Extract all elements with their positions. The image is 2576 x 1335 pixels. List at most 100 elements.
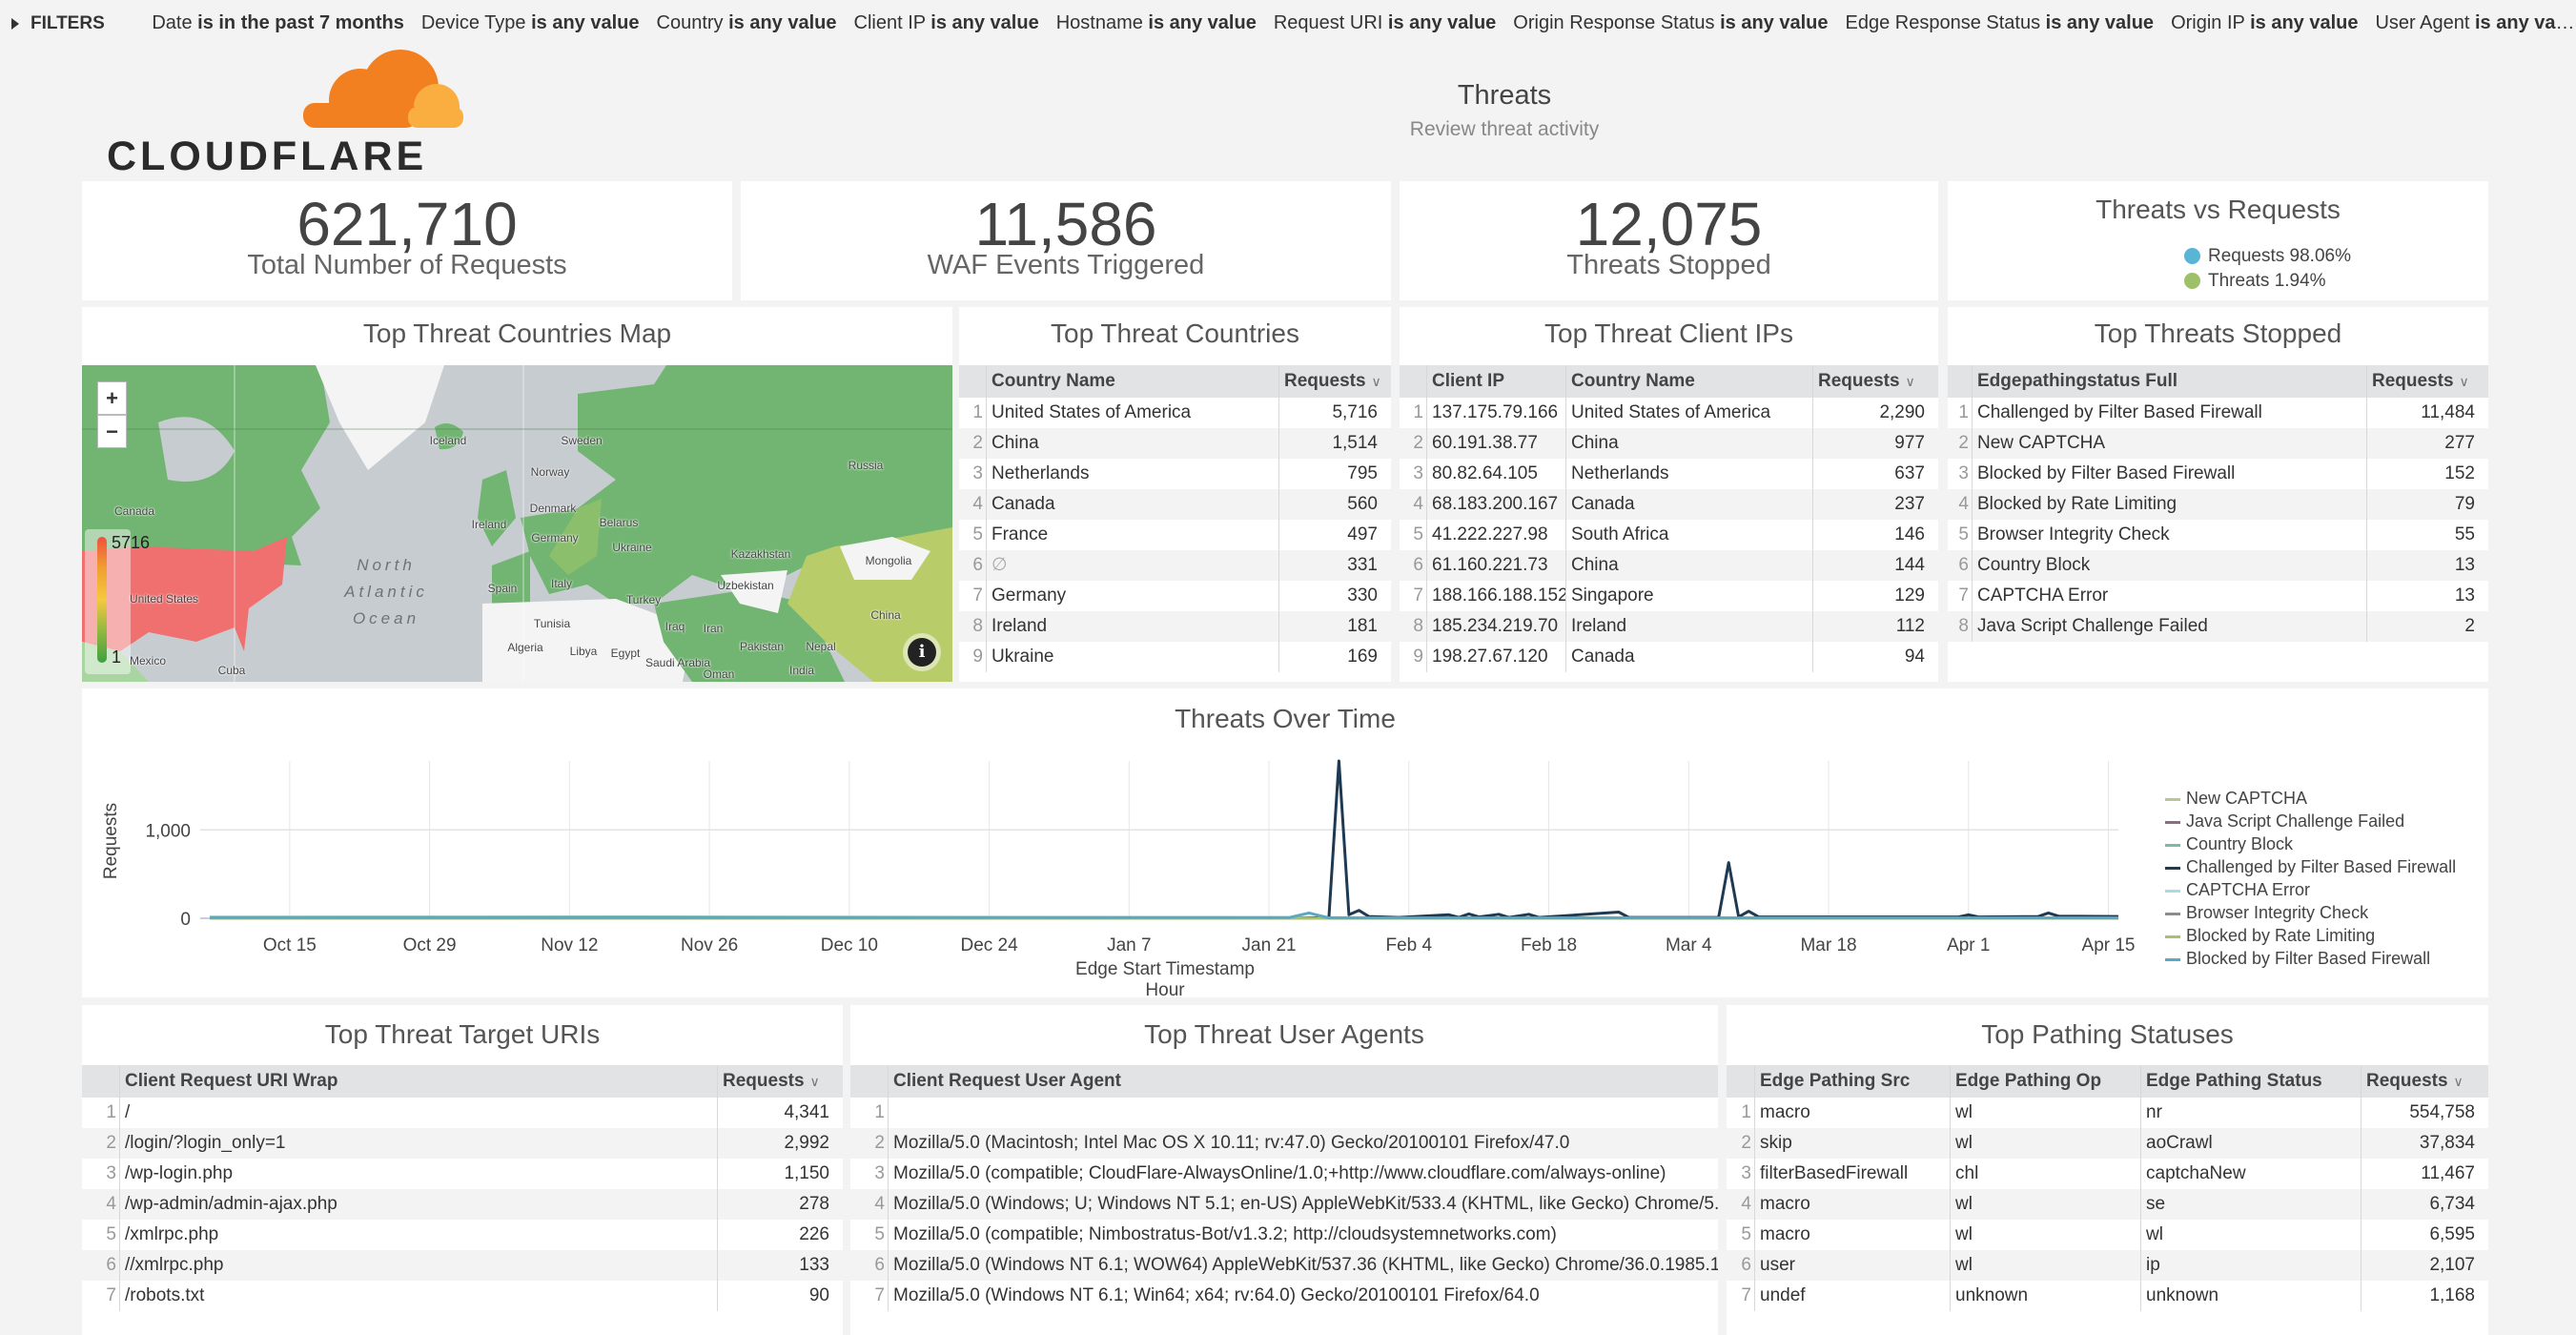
column-header[interactable]: Requests ∨ [1279,365,1391,398]
column-header[interactable]: Country Name [987,365,1279,398]
table-row[interactable]: 1/ 4,341 [82,1098,843,1128]
table-row[interactable]: 2 Mozilla/5.0 (Macintosh; Intel Mac OS X … [850,1128,1718,1159]
filter-bar[interactable]: FILTERS Date is in the past 7 months Devi… [0,0,2576,46]
expand-filters-icon[interactable] [11,17,19,30]
table-row[interactable]: 3 Netherlands 795 [959,459,1391,489]
legend-item[interactable]: Browser Integrity Check [2165,901,2456,924]
table-row[interactable]: 6 Country Block 13 [1948,550,2488,581]
table-row[interactable]: 1 Challenged by Filter Based Firewall 11,4… [1948,398,2488,428]
filter-client-ip[interactable]: Client IP is any value [854,12,1039,33]
table-row[interactable]: 1 137.175.79.166 United States of America 2… [1400,398,1938,428]
table-row[interactable]: 7/robots.txt 90 [82,1281,843,1311]
table-row[interactable]: 3 Mozilla/5.0 (compatible; CloudFlare-Alw… [850,1159,1718,1189]
legend-item[interactable]: Java Script Challenge Failed [2165,810,2456,832]
table-row[interactable]: 5 41.222.227.98 South Africa 146 [1400,520,1938,550]
filter-request-uri[interactable]: Request URI is any value [1274,12,1496,33]
filter-origin-response-status[interactable]: Origin Response Status is any value [1513,12,1828,33]
table-row[interactable]: 4 Mozilla/5.0 (Windows; U; Windows NT 5.1… [850,1189,1718,1220]
column-header[interactable]: Client IP [1427,365,1566,398]
sort-desc-icon[interactable]: ∨ [2459,374,2469,389]
table-row[interactable]: 2 China 1,514 [959,428,1391,459]
table-row[interactable]: 2 60.191.38.77 China 977 [1400,428,1938,459]
table-row[interactable]: 5 France 497 [959,520,1391,550]
world-map[interactable]: North Atlantic Ocean Iceland Sweden Norway Ru… [82,365,952,682]
legend-item[interactable]: Challenged by Filter Based Firewall [2165,855,2456,878]
column-header[interactable]: Client Request URI Wrap [120,1065,718,1098]
table-row[interactable]: 2/login/?login_only=1 2,992 [82,1128,843,1159]
sort-desc-icon[interactable]: ∨ [1371,374,1381,389]
table-row[interactable]: 2 New CAPTCHA 277 [1948,428,2488,459]
column-header[interactable]: Client Request User Agent [889,1065,1718,1098]
table-row[interactable]: 3 Blocked by Filter Based Firewall 152 [1948,459,2488,489]
filters-toggle[interactable]: FILTERS [31,13,105,33]
legend-item[interactable]: Blocked by Rate Limiting [2165,924,2456,947]
table-row[interactable]: 6 Mozilla/5.0 (Windows NT 6.1; WOW64) App… [850,1250,1718,1281]
table-row[interactable]: 7 Mozilla/5.0 (Windows NT 6.1; Win64; x64… [850,1281,1718,1311]
legend-item-threats[interactable]: Threats 1.94% [2184,269,2351,294]
table-row[interactable]: 4/wp-admin/admin-ajax.php 278 [82,1189,843,1220]
table-row[interactable]: 7 Germany 330 [959,581,1391,611]
table-cell: 330 [1347,585,1378,606]
table-row[interactable]: 4 macro wl se 6,734 [1727,1189,2488,1220]
column-header[interactable]: Edge Pathing Status [2141,1065,2361,1098]
legend-label: Java Script Challenge Failed [2186,811,2405,831]
table-row[interactable]: 5 Mozilla/5.0 (compatible; Nimbostratus-B… [850,1220,1718,1250]
table-row[interactable]: 7 188.166.188.152 Singapore 129 [1400,581,1938,611]
legend-item[interactable]: Country Block [2165,832,2456,855]
row-index: 4 [959,489,987,520]
table-row[interactable]: 3 80.82.64.105 Netherlands 637 [1400,459,1938,489]
column-header[interactable]: Edge Pathing Op [1951,1065,2141,1098]
table-cell: 560 [1347,494,1378,514]
table-row[interactable]: 7 CAPTCHA Error 13 [1948,581,2488,611]
table-row[interactable]: 6 user wl ip 2,107 [1727,1250,2488,1281]
filter-country[interactable]: Country is any value [657,12,837,33]
sort-desc-icon[interactable]: ∨ [1905,374,1915,389]
table-cell: 169 [1347,647,1378,667]
zoom-in-button[interactable]: + [97,381,127,415]
table-row[interactable]: 5 Browser Integrity Check 55 [1948,520,2488,550]
table-row[interactable]: 6//xmlrpc.php 133 [82,1250,843,1281]
filter-user-agent[interactable]: User Agent is any value [2375,12,2576,33]
filter-edge-response-status[interactable]: Edge Response Status is any value [1846,12,2155,33]
column-header[interactable]: Requests ∨ [2367,365,2488,398]
zoom-out-button[interactable]: − [97,415,127,448]
table-row[interactable]: 1 United States of America 5,716 [959,398,1391,428]
table-row[interactable]: 6 ∅ 331 [959,550,1391,581]
table-row[interactable]: 7 undef unknown unknown 1,168 [1727,1281,2488,1311]
table-row[interactable]: 8 185.234.219.70 Ireland 112 [1400,611,1938,642]
column-header[interactable]: Requests ∨ [2361,1065,2488,1098]
filter-hostname[interactable]: Hostname is any value [1056,12,1257,33]
table-row[interactable]: 4 68.183.200.167 Canada 237 [1400,489,1938,520]
table-row[interactable]: 5/xmlrpc.php 226 [82,1220,843,1250]
sort-desc-icon[interactable]: ∨ [809,1074,820,1089]
legend-item[interactable]: New CAPTCHA [2165,787,2456,810]
legend-item-requests[interactable]: Requests 98.06% [2184,244,2351,269]
legend-item[interactable]: Blocked by Filter Based Firewall [2165,947,2456,970]
table-row[interactable]: 4 Blocked by Rate Limiting 79 [1948,489,2488,520]
table-cell: filterBasedFirewall [1755,1159,1951,1189]
table-row[interactable]: 9 198.27.67.120 Canada 94 [1400,642,1938,672]
info-icon[interactable]: i [908,638,936,667]
column-header[interactable]: Requests ∨ [718,1065,843,1098]
filter-date[interactable]: Date is in the past 7 months [152,12,404,33]
column-header[interactable]: Edge Pathing Src [1755,1065,1951,1098]
column-header[interactable]: Requests ∨ [1813,365,1938,398]
table-row[interactable]: 8 Java Script Challenge Failed 2 [1948,611,2488,642]
sort-desc-icon[interactable]: ∨ [2453,1074,2464,1089]
table-row[interactable]: 1 macro wl nr 554,758 [1727,1098,2488,1128]
table-row[interactable]: 1 [850,1098,1718,1128]
table-row[interactable]: 6 61.160.221.73 China 144 [1400,550,1938,581]
filter-device-type[interactable]: Device Type is any value [421,12,640,33]
table-row[interactable]: 8 Ireland 181 [959,611,1391,642]
legend-item[interactable]: CAPTCHA Error [2165,878,2456,901]
table-row[interactable]: 9 Ukraine 169 [959,642,1391,672]
filter-field: Date [152,12,193,33]
column-header[interactable]: Country Name [1566,365,1813,398]
filter-origin-ip[interactable]: Origin IP is any value [2171,12,2358,33]
table-row[interactable]: 3 filterBasedFirewall chl captchaNew 11,467 [1727,1159,2488,1189]
column-header[interactable]: Edgepathingstatus Full [1973,365,2367,398]
table-row[interactable]: 5 macro wl wl 6,595 [1727,1220,2488,1250]
table-row[interactable]: 3/wp-login.php 1,150 [82,1159,843,1189]
table-row[interactable]: 2 skip wl aoCrawl 37,834 [1727,1128,2488,1159]
table-row[interactable]: 4 Canada 560 [959,489,1391,520]
